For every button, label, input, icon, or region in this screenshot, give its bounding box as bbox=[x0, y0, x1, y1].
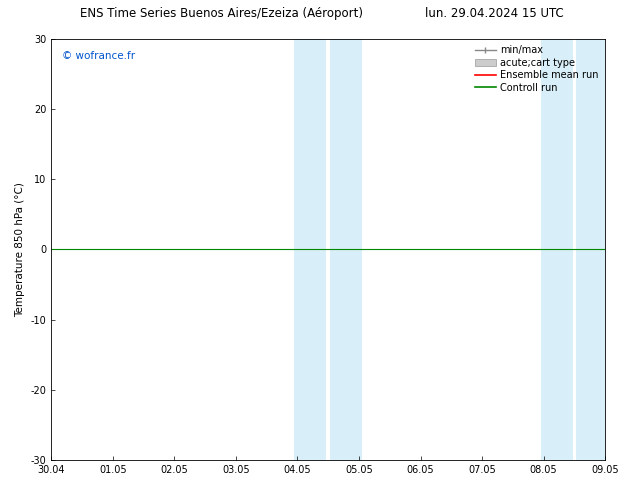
Bar bbox=[541, 39, 573, 460]
Bar bbox=[576, 39, 608, 460]
Text: © wofrance.fr: © wofrance.fr bbox=[62, 51, 136, 61]
Text: lun. 29.04.2024 15 UTC: lun. 29.04.2024 15 UTC bbox=[425, 7, 564, 21]
Y-axis label: Temperature 850 hPa (°C): Temperature 850 hPa (°C) bbox=[15, 182, 25, 317]
Legend: min/max, acute;cart type, Ensemble mean run, Controll run: min/max, acute;cart type, Ensemble mean … bbox=[473, 44, 600, 95]
Bar bbox=[330, 39, 362, 460]
Bar bbox=[294, 39, 327, 460]
Text: ENS Time Series Buenos Aires/Ezeiza (Aéroport): ENS Time Series Buenos Aires/Ezeiza (Aér… bbox=[81, 7, 363, 21]
